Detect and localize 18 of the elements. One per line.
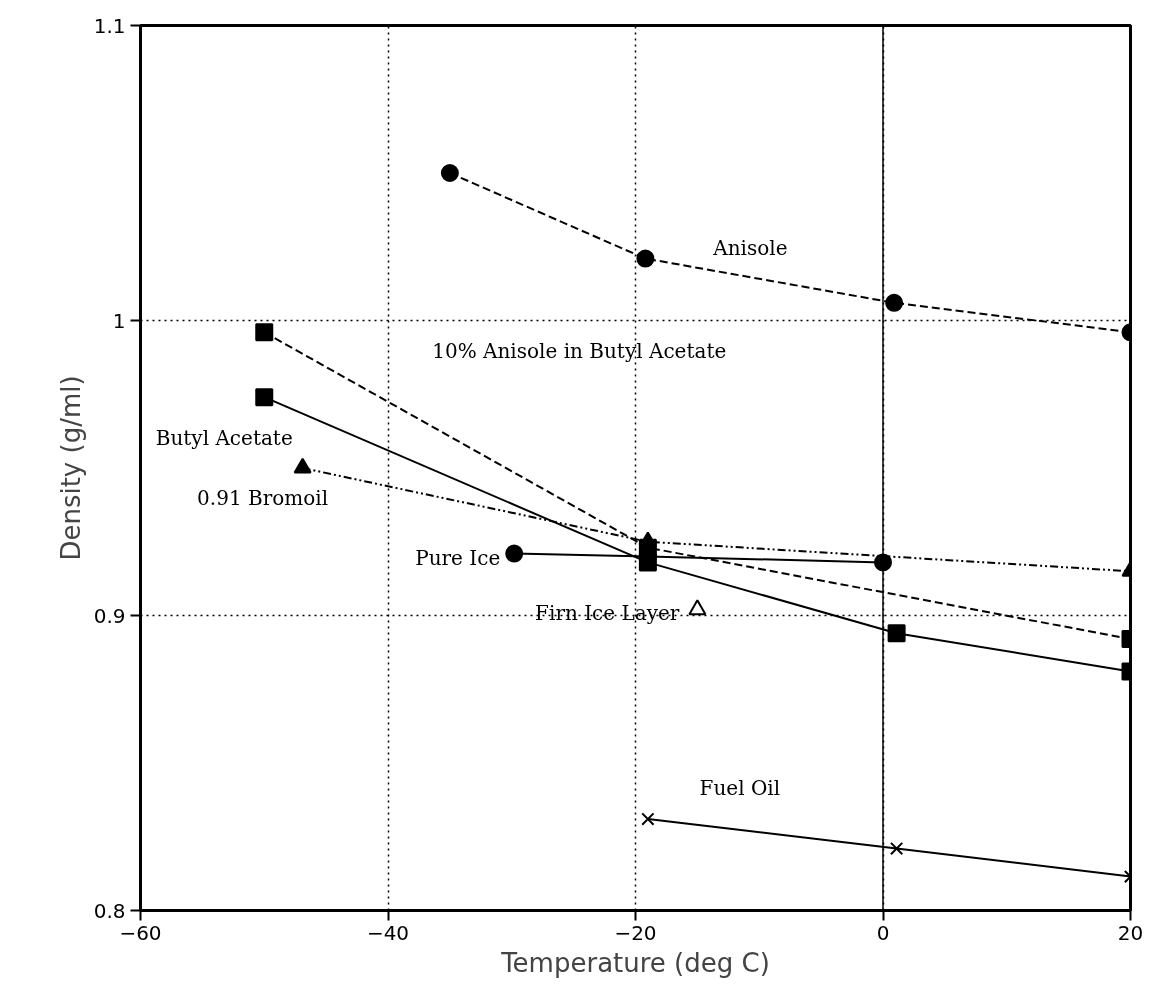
y-tick-label: 0.8	[93, 898, 126, 923]
series-label: Anisole	[712, 235, 788, 260]
x-tick-label: −60	[119, 920, 162, 945]
series-label: 0.91 Bromoil	[197, 486, 329, 510]
x-tick-label: −20	[614, 920, 657, 945]
y-tick-label: 1	[112, 308, 126, 333]
y-tick-label: 0.9	[93, 603, 126, 628]
series-label: Firn Ice Layer	[535, 600, 680, 625]
x-axis-title: Temperature (deg C)	[500, 947, 770, 978]
series-label: Pure Ice	[415, 545, 501, 570]
x-tick-label: 0	[876, 920, 890, 945]
y-axis-title: Density (g/ml)	[55, 375, 86, 561]
x-tick-label: 20	[1117, 920, 1144, 945]
text: 10% Anisole in Butyl Acetate	[432, 339, 727, 364]
series-label: Butyl Acetate	[155, 426, 293, 451]
series-label: Fuel Oil	[699, 776, 781, 801]
x-tick-label: −40	[366, 920, 410, 945]
y-tick-label: 1.1	[93, 13, 126, 38]
